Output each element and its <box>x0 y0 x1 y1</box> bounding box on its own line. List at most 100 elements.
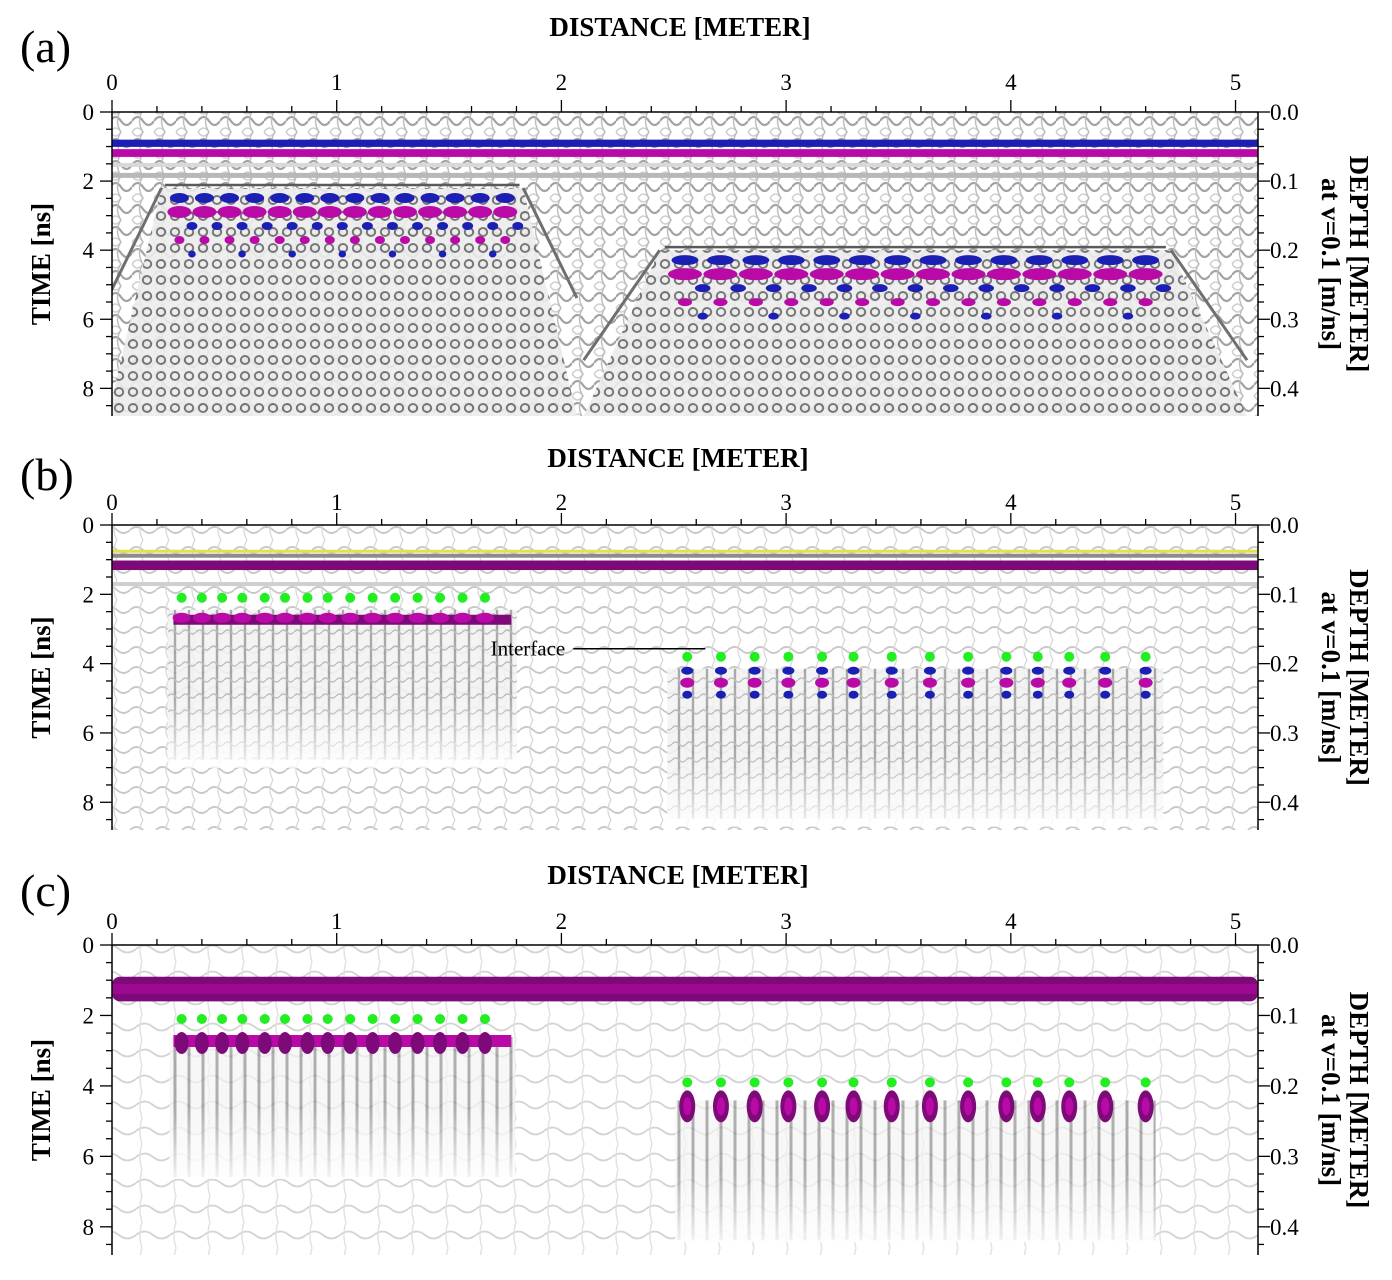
plot-axes <box>100 933 1270 1255</box>
reflection-blue-blob <box>923 666 936 675</box>
hyperbola-flank <box>582 249 661 362</box>
x-axis-title: DISTANCE [METER] <box>547 443 808 473</box>
reflection-blue-blob <box>336 222 348 230</box>
reflection-magenta-blob <box>713 677 728 688</box>
reflection-blue-blob <box>697 312 709 320</box>
reflection-blue-blob <box>681 666 694 675</box>
reflection-magenta-blob <box>172 612 191 623</box>
rebar-marker <box>412 592 423 603</box>
rebar-marker <box>783 651 794 662</box>
reflection-magenta-blob <box>922 677 937 688</box>
reflection-magenta-blob <box>815 677 830 688</box>
reflection-magenta-blob <box>242 206 267 218</box>
reflection-blue-blob <box>694 284 711 293</box>
reflection-purple-blob <box>410 1031 425 1054</box>
y-tick-labels: 0 2 4 6 8 <box>83 513 95 815</box>
reflection-magenta-blob <box>475 236 486 244</box>
rebar-marker <box>280 592 291 603</box>
reflection-magenta-blob <box>425 236 436 244</box>
reflection-blue-blob <box>386 222 398 230</box>
reflection-blue-blob <box>470 193 490 203</box>
reflection-magenta-blob <box>476 612 495 623</box>
direct-wave-band <box>112 139 1258 147</box>
reflection-blue-blob <box>211 222 223 230</box>
rebar-marker <box>480 1013 491 1024</box>
reflection-purple-blob <box>215 1031 230 1054</box>
reflection-blue-blob <box>1051 312 1063 320</box>
rebar-marker <box>345 592 356 603</box>
rebar-marker <box>345 1013 356 1024</box>
hyperbola-flank <box>1169 249 1249 362</box>
depth-tick-label: 0.0 <box>1270 513 1299 538</box>
reflection-magenta-blob <box>192 206 217 218</box>
reflection-magenta-blob <box>349 236 360 244</box>
direct-wave-band <box>112 553 1258 558</box>
reflection-blue-blob <box>1120 284 1136 293</box>
x-tick-label: 4 <box>1005 909 1017 934</box>
reflection-blue-blob <box>1032 690 1043 699</box>
reflection-blue-blob <box>286 222 298 230</box>
x-tick-label: 5 <box>1230 490 1242 515</box>
rebar-marker <box>715 1077 726 1088</box>
reflection-blue-blob <box>1084 284 1101 293</box>
reflection-blue-blob <box>715 690 726 699</box>
y-tick-label: 6 <box>83 1144 95 1169</box>
reflection-blue-blob <box>907 284 924 293</box>
rebar-marker <box>963 651 974 662</box>
depth-axis-subtitle: at v=0.1 [m/ns] <box>1316 1014 1346 1186</box>
reflection-magenta-blob <box>1032 298 1047 307</box>
reflection-magenta-blob <box>299 236 310 244</box>
y-tick-label: 2 <box>83 582 95 607</box>
reflection-blue-blob <box>749 690 760 699</box>
rebar-marker <box>1032 1077 1043 1088</box>
reflection-blue-blob <box>487 222 499 230</box>
reflection-blue-blob <box>437 222 449 230</box>
reflection-magenta-blob <box>249 236 260 244</box>
rebar-marker <box>1100 1077 1111 1088</box>
rebar-marker <box>322 592 333 603</box>
reflection-magenta-blob <box>217 206 242 218</box>
y-tick-label: 8 <box>83 790 95 815</box>
reflection-magenta-blob <box>925 298 941 307</box>
reflection-magenta-blob <box>784 298 799 307</box>
rebar-marker <box>817 651 828 662</box>
reflection-blue-blob <box>817 690 828 699</box>
diffraction-zone <box>583 250 1247 416</box>
reflection-blue-blob <box>261 222 273 230</box>
rebar-marker <box>367 1013 378 1024</box>
reflection-magenta-blob <box>292 206 317 218</box>
reflection-magenta-blob <box>1103 298 1118 307</box>
hyperbola-flank <box>112 187 163 293</box>
reflection-blue-blob <box>1096 255 1124 266</box>
reflection-blue-blob <box>320 193 340 203</box>
reflection-blue-blob <box>420 193 440 203</box>
reflection-blue-blob <box>338 250 347 258</box>
panel-label: (a) <box>20 21 71 72</box>
reflection-magenta-blob <box>713 298 728 307</box>
reflection-magenta-blob <box>1138 677 1153 688</box>
rebar-marker <box>217 592 228 603</box>
reflection-blue-blob <box>1100 690 1111 699</box>
reflection-blue-blob <box>370 193 390 203</box>
reflection-magenta-blob <box>819 298 834 307</box>
reflection-magenta-blob <box>747 677 762 688</box>
rebar-marker <box>176 592 187 603</box>
reflection-blue-blob <box>919 255 947 266</box>
reflection-blue-blob <box>962 666 975 675</box>
rebar-marker <box>848 651 859 662</box>
reflection-purple-blob <box>257 1031 272 1054</box>
depth-tick-label: 0.1 <box>1270 1003 1299 1028</box>
panel-label: (c) <box>20 865 71 916</box>
rebar-marker <box>1100 651 1111 662</box>
y-tick-label: 4 <box>83 238 95 263</box>
reflection-blue-blob <box>980 312 992 320</box>
direct-wave-ringing <box>112 162 1258 167</box>
reflection-magenta-blob <box>342 206 367 218</box>
reflection-magenta-blob <box>399 236 410 244</box>
reflection-blue-blob <box>848 690 859 699</box>
reflection-blue-blob <box>186 222 198 230</box>
reflection-blue-blob <box>782 666 795 675</box>
rebar-marker <box>682 651 693 662</box>
depth-tick-labels: 0.0 0.1 0.2 0.3 0.4 <box>1270 933 1299 1240</box>
